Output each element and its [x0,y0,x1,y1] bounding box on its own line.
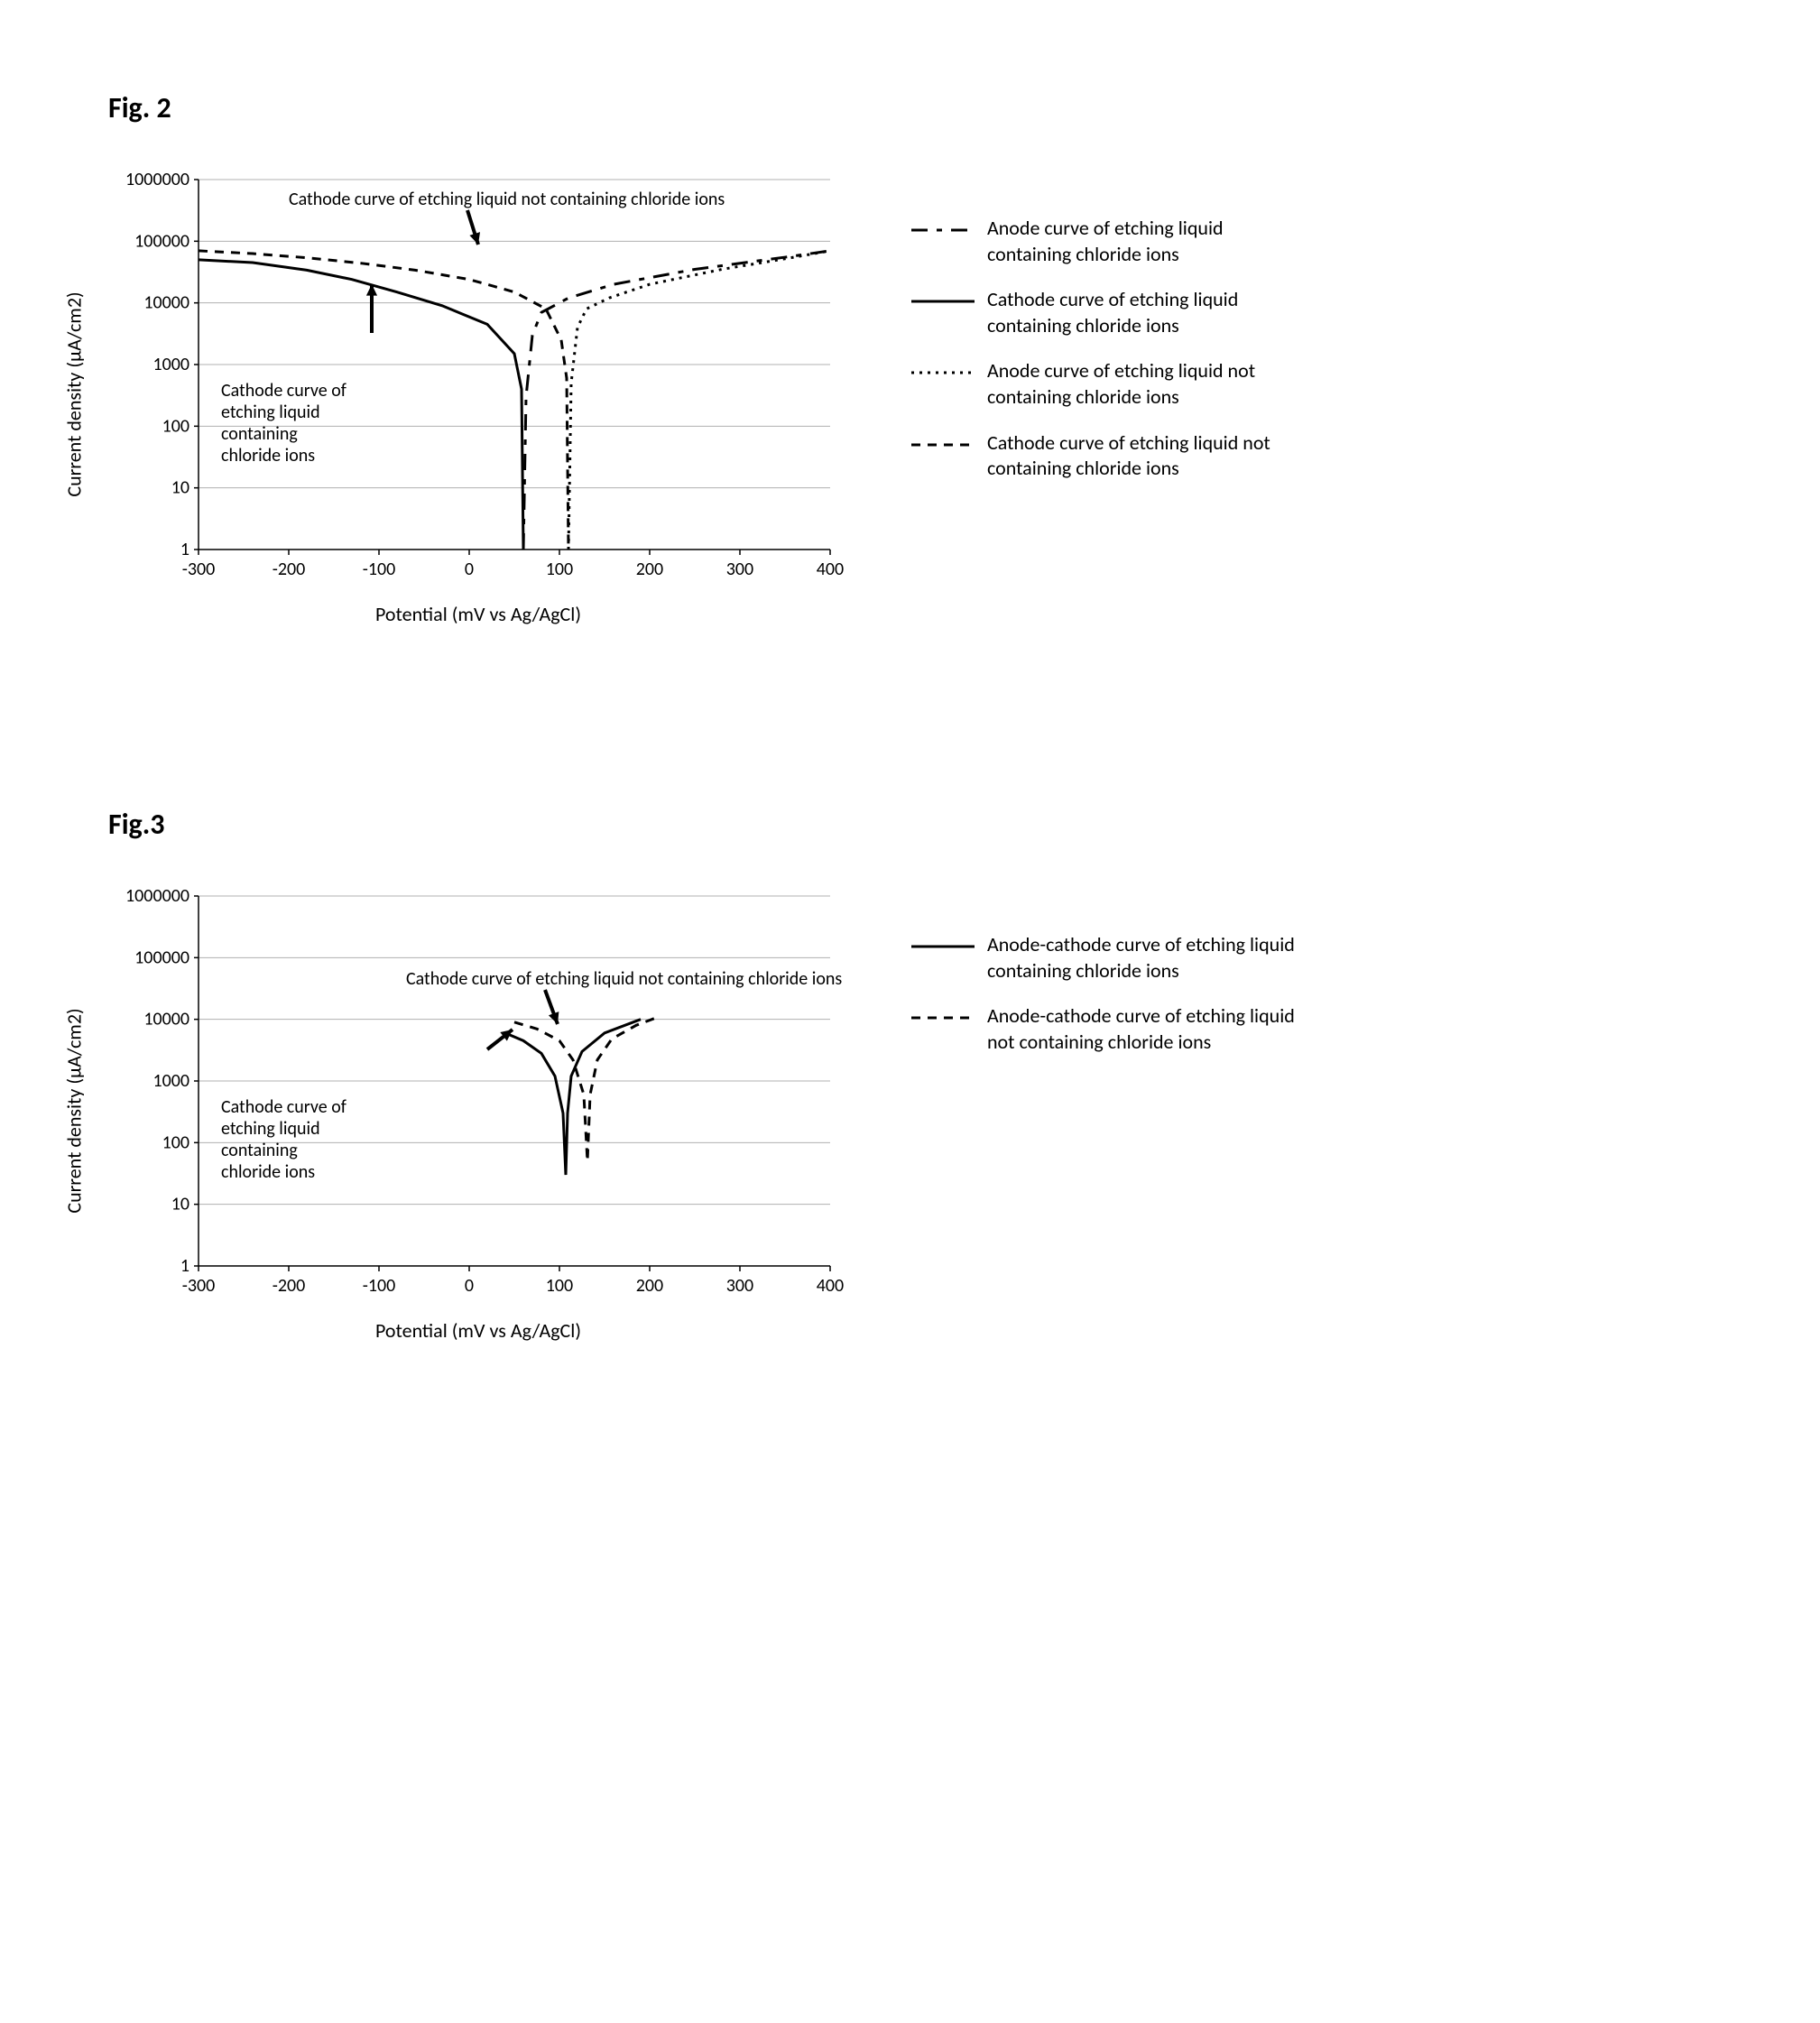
legend-item: Anode curve of etching liquid containing… [911,216,1308,267]
svg-text:-100: -100 [363,559,396,580]
svg-text:1: 1 [180,539,189,560]
svg-text:100: 100 [546,559,573,580]
svg-text:1: 1 [180,1255,189,1277]
legend-item: Anode-cathode curve of etching liquid no… [911,1003,1308,1055]
fig2-label: Fig. 2 [108,90,1712,125]
svg-text:1000000: 1000000 [125,169,189,190]
svg-text:100000: 100000 [134,230,189,252]
figure-3-block: Fig.3 Current density (μA/cm2) 110100100… [108,807,1712,1343]
fig3-ylabel: Current density (μA/cm2) [62,1008,87,1213]
svg-text:100: 100 [162,415,189,437]
svg-text:1000: 1000 [152,1070,189,1092]
svg-text:1000000: 1000000 [125,885,189,907]
fig2-chart: 1101001000100001000001000000-300-200-100… [108,162,848,595]
svg-text:etching liquid: etching liquid [221,402,320,423]
svg-text:-300: -300 [182,559,216,580]
legend-swatch [911,298,975,305]
legend-swatch [911,943,975,950]
fig3-legend: Anode-cathode curve of etching liquid co… [911,932,1308,1075]
svg-text:Cathode curve of etching liqui: Cathode curve of etching liquid not cont… [406,968,842,990]
svg-text:400: 400 [817,1275,844,1297]
svg-text:0: 0 [465,559,474,580]
fig3-chart-wrap: Current density (μA/cm2) 110100100010000… [108,878,848,1343]
fig2-xlabel: Potential (mV vs Ag/AgCl) [108,602,848,626]
svg-text:10: 10 [171,477,189,499]
svg-text:chloride ions: chloride ions [221,1161,315,1183]
legend-text: Anode curve of etching liquid not contai… [987,358,1308,410]
legend-item: Cathode curve of etching liquid not cont… [911,430,1308,482]
svg-text:10: 10 [171,1194,189,1215]
svg-text:Cathode curve of etching liqui: Cathode curve of etching liquid not cont… [289,189,725,210]
svg-text:0: 0 [465,1275,474,1297]
fig3-xlabel: Potential (mV vs Ag/AgCl) [108,1318,848,1343]
figure-2-block: Fig. 2 Current density (μA/cm2) 11010010… [108,90,1712,626]
legend-swatch [911,369,975,376]
fig2-row: Current density (μA/cm2) 110100100010000… [108,162,1712,626]
svg-text:100: 100 [162,1132,189,1153]
fig2-legend: Anode curve of etching liquid containing… [911,216,1308,502]
fig2-ylabel: Current density (μA/cm2) [62,291,87,496]
legend-text: Anode curve of etching liquid containing… [987,216,1308,267]
svg-text:300: 300 [726,559,753,580]
legend-swatch [911,441,975,448]
svg-text:containing: containing [221,1140,298,1161]
svg-text:10000: 10000 [143,292,189,314]
svg-text:-100: -100 [363,1275,396,1297]
legend-text: Cathode curve of etching liquid containi… [987,287,1308,338]
svg-text:100000: 100000 [134,947,189,968]
fig3-chart: 1101001000100001000001000000-300-200-100… [108,878,848,1311]
svg-text:chloride ions: chloride ions [221,445,315,466]
svg-text:-200: -200 [273,559,306,580]
legend-item: Cathode curve of etching liquid containi… [911,287,1308,338]
svg-text:100: 100 [546,1275,573,1297]
fig3-label: Fig.3 [108,807,1712,842]
svg-text:1000: 1000 [152,354,189,375]
svg-text:200: 200 [636,1275,663,1297]
svg-text:Cathode curve of: Cathode curve of [221,380,346,402]
svg-text:200: 200 [636,559,663,580]
fig3-row: Current density (μA/cm2) 110100100010000… [108,878,1712,1343]
svg-text:Cathode curve of: Cathode curve of [221,1096,346,1118]
svg-text:-200: -200 [273,1275,306,1297]
legend-item: Anode curve of etching liquid not contai… [911,358,1308,410]
svg-text:10000: 10000 [143,1009,189,1030]
svg-text:300: 300 [726,1275,753,1297]
svg-text:-300: -300 [182,1275,216,1297]
legend-item: Anode-cathode curve of etching liquid co… [911,932,1308,984]
legend-text: Anode-cathode curve of etching liquid co… [987,932,1308,984]
svg-text:400: 400 [817,559,844,580]
legend-text: Cathode curve of etching liquid not cont… [987,430,1308,482]
svg-text:etching liquid: etching liquid [221,1118,320,1140]
legend-swatch [911,226,975,234]
legend-swatch [911,1014,975,1021]
svg-text:containing: containing [221,423,298,445]
legend-text: Anode-cathode curve of etching liquid no… [987,1003,1308,1055]
fig2-chart-wrap: Current density (μA/cm2) 110100100010000… [108,162,848,626]
